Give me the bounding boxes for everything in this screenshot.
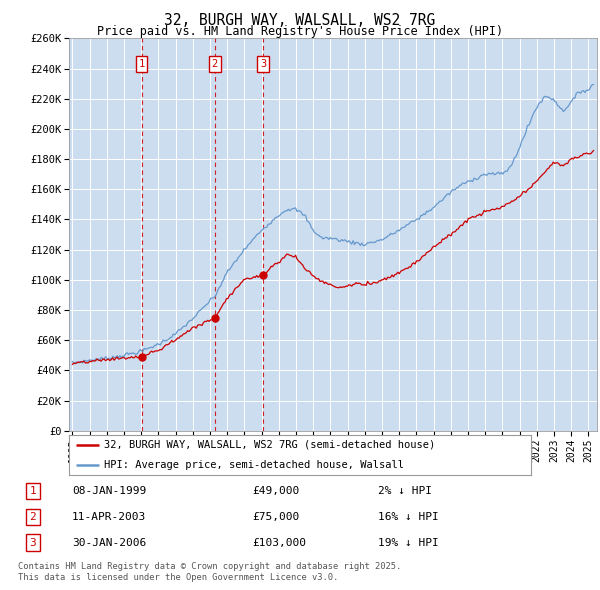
Text: 30-JAN-2006: 30-JAN-2006 bbox=[72, 538, 146, 548]
Text: 2: 2 bbox=[29, 512, 37, 522]
Text: 32, BURGH WAY, WALSALL, WS2 7RG (semi-detached house): 32, BURGH WAY, WALSALL, WS2 7RG (semi-de… bbox=[104, 440, 435, 450]
Text: 11-APR-2003: 11-APR-2003 bbox=[72, 512, 146, 522]
Text: 1: 1 bbox=[139, 59, 145, 69]
Text: 2% ↓ HPI: 2% ↓ HPI bbox=[378, 486, 432, 496]
Text: £49,000: £49,000 bbox=[252, 486, 299, 496]
Text: 19% ↓ HPI: 19% ↓ HPI bbox=[378, 538, 439, 548]
Text: 1: 1 bbox=[29, 486, 37, 496]
Text: £75,000: £75,000 bbox=[252, 512, 299, 522]
Text: 08-JAN-1999: 08-JAN-1999 bbox=[72, 486, 146, 496]
Text: 2: 2 bbox=[212, 59, 218, 69]
Text: Price paid vs. HM Land Registry's House Price Index (HPI): Price paid vs. HM Land Registry's House … bbox=[97, 25, 503, 38]
Text: HPI: Average price, semi-detached house, Walsall: HPI: Average price, semi-detached house,… bbox=[104, 460, 404, 470]
Text: 3: 3 bbox=[29, 538, 37, 548]
Text: Contains HM Land Registry data © Crown copyright and database right 2025.
This d: Contains HM Land Registry data © Crown c… bbox=[18, 562, 401, 582]
Text: 16% ↓ HPI: 16% ↓ HPI bbox=[378, 512, 439, 522]
Text: 3: 3 bbox=[260, 59, 266, 69]
Text: £103,000: £103,000 bbox=[252, 538, 306, 548]
Text: 32, BURGH WAY, WALSALL, WS2 7RG: 32, BURGH WAY, WALSALL, WS2 7RG bbox=[164, 13, 436, 28]
